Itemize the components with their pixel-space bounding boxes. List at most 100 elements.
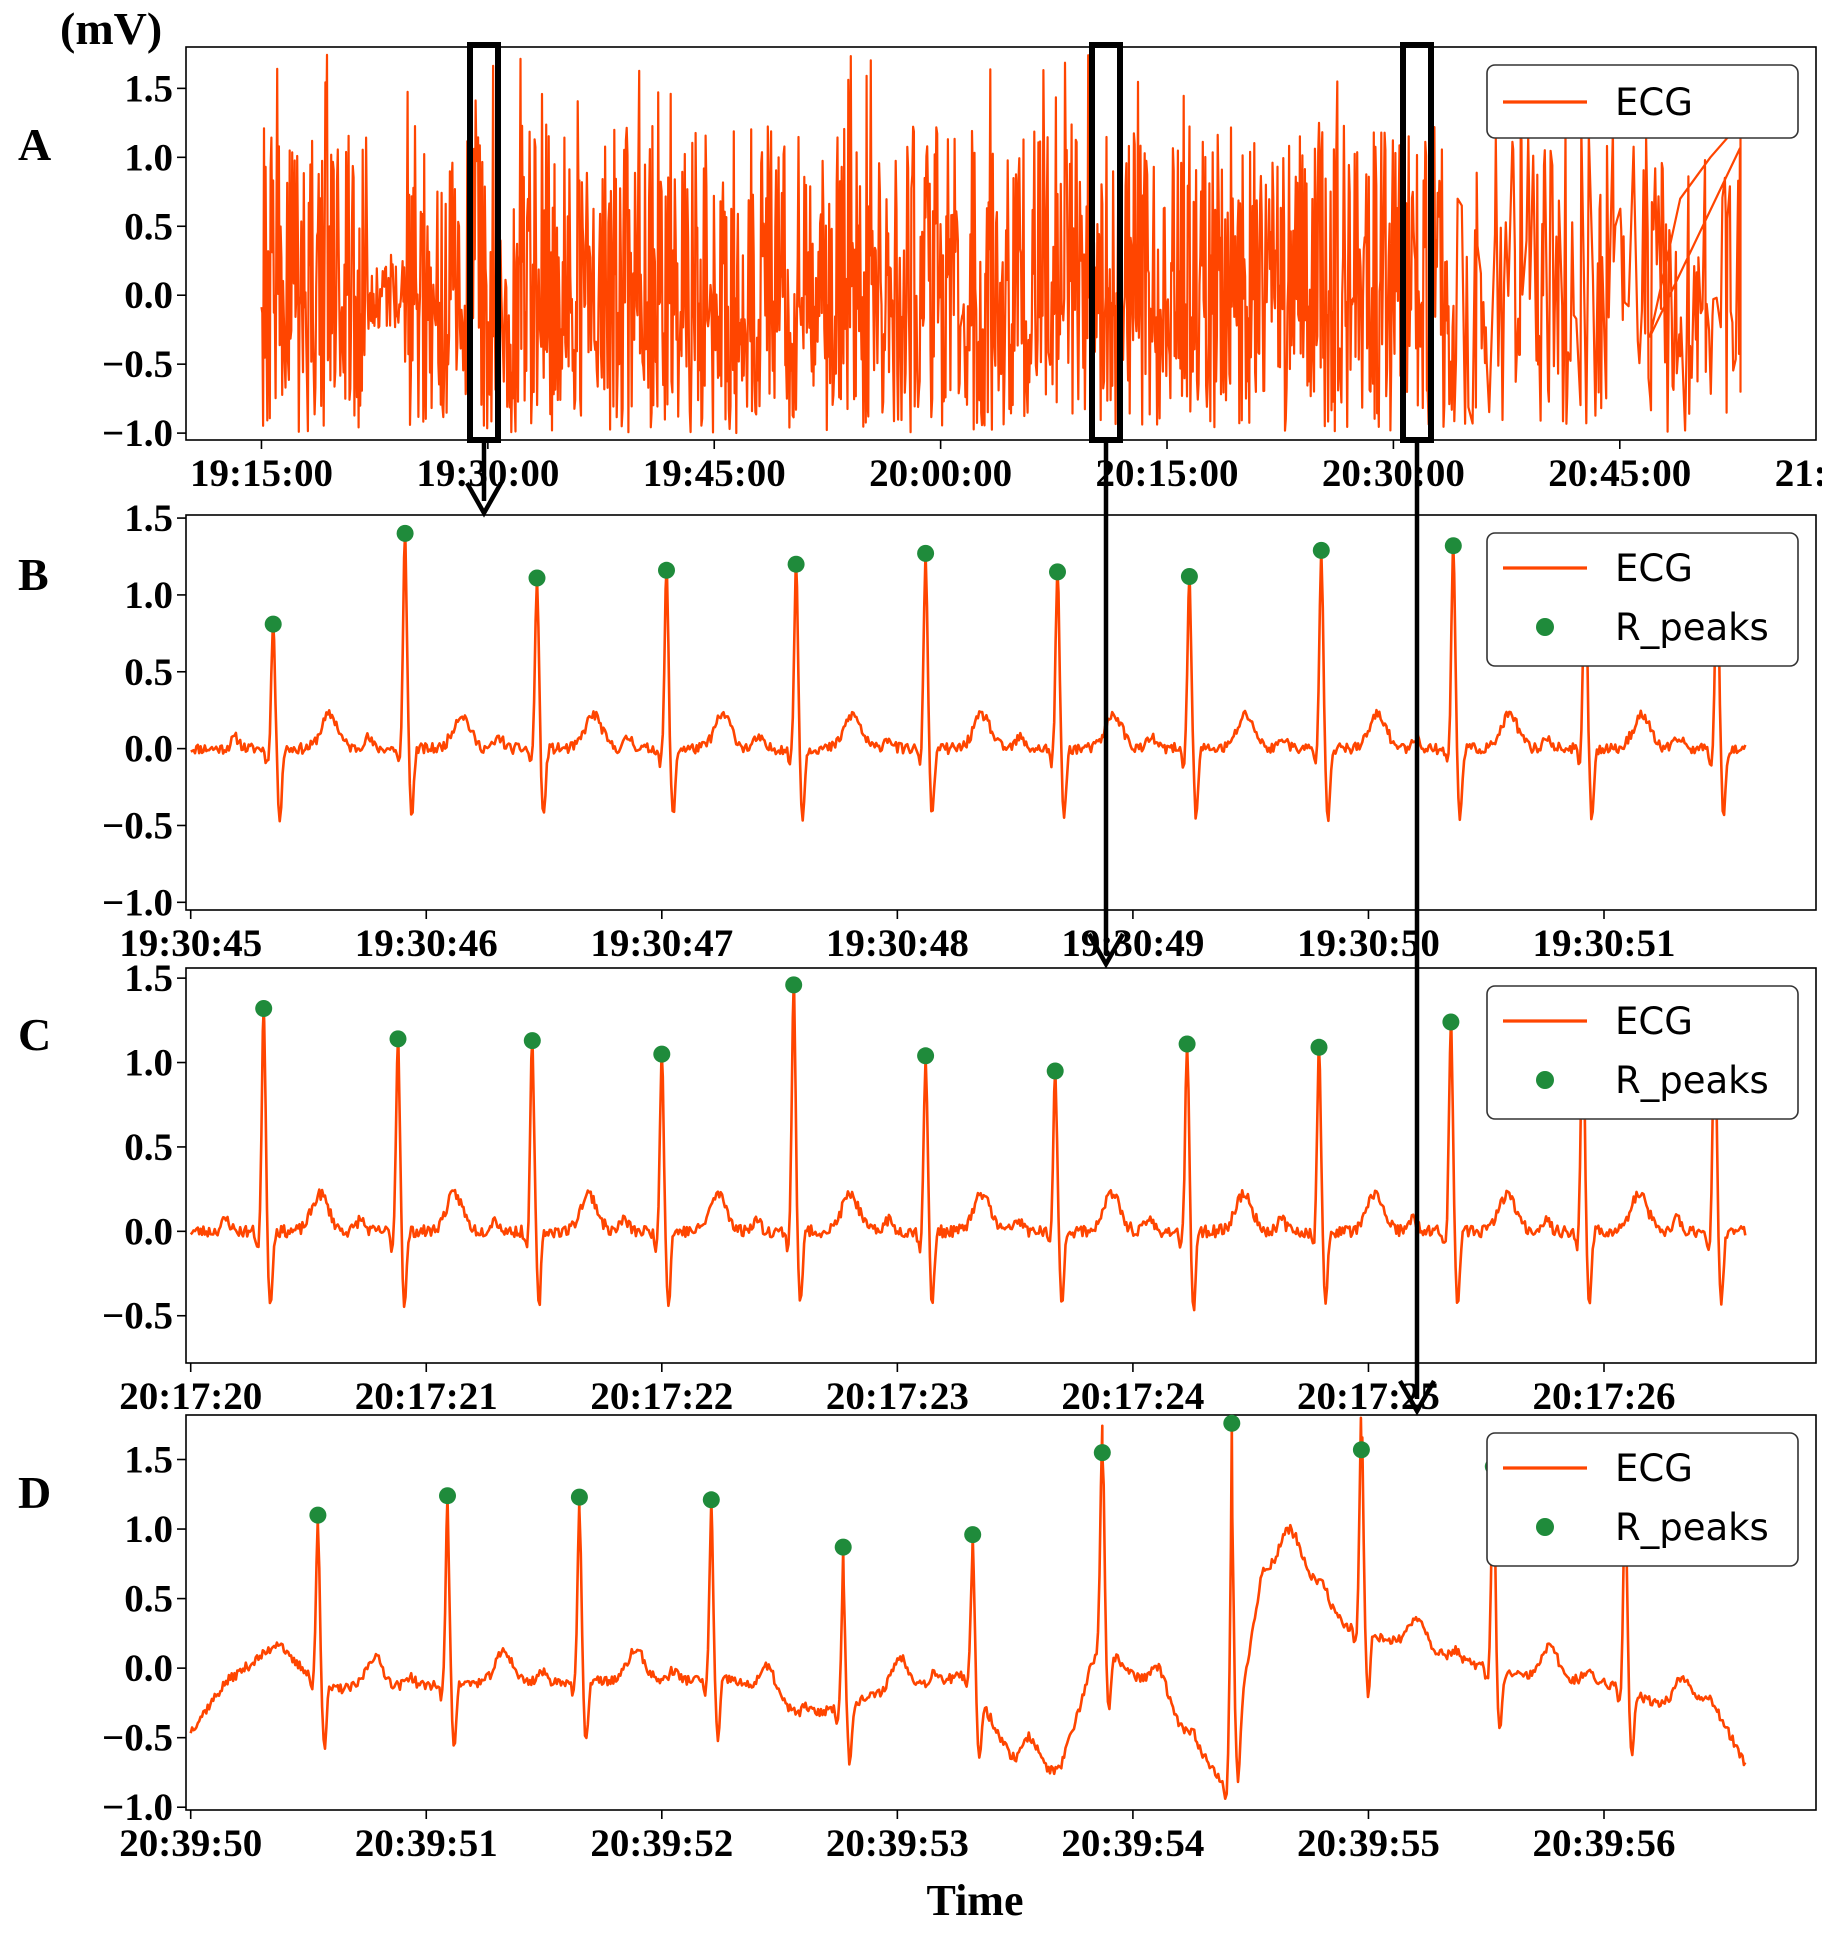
r-peak-marker <box>787 555 805 573</box>
r-peak-marker <box>658 561 675 579</box>
x-axis-label: Time <box>927 1876 1024 1925</box>
y-unit-label: (mV) <box>60 3 162 54</box>
ecg-overview-line <box>260 53 1742 435</box>
r-peak-marker <box>702 1491 720 1509</box>
x-tick-label: 20:17:24 <box>1061 1375 1204 1418</box>
r-peak-marker <box>570 1488 588 1506</box>
y-tick-label: 1.0 <box>124 1508 173 1551</box>
axes-frame <box>185 1414 1817 1811</box>
ecg-line <box>189 1416 1747 1800</box>
ecg-line <box>190 532 1747 823</box>
legend-ecg-label: ECG <box>1615 81 1693 124</box>
ecg-line <box>189 983 1747 1312</box>
y-tick-label: 1.5 <box>124 957 173 1000</box>
y-tick-label: 1.5 <box>124 67 173 110</box>
legend-rpeak-label: R_peaks <box>1615 1506 1769 1549</box>
x-tick-label: 20:17:20 <box>119 1375 262 1418</box>
x-tick-label: 20:17:23 <box>826 1375 969 1418</box>
y-tick-label: 1.0 <box>124 574 173 617</box>
panel-label-c: C <box>18 1009 51 1060</box>
x-tick-label: 20:30:00 <box>1322 452 1465 495</box>
y-tick-label: 0.0 <box>124 274 173 317</box>
x-tick-label: 20:45:00 <box>1548 452 1691 495</box>
y-tick-label: 0.5 <box>124 651 173 694</box>
r-peak-marker <box>309 1506 327 1524</box>
panel-label-b: B <box>18 549 49 600</box>
r-peak-marker <box>1310 1038 1328 1056</box>
x-tick-label: 20:39:53 <box>826 1822 969 1865</box>
y-tick-label: 1.5 <box>124 497 173 540</box>
r-peak-marker <box>964 1526 982 1544</box>
y-tick-label: 0.5 <box>124 1126 173 1169</box>
panel-a: A 1.5 1.0 0.5 0.0 −0.5 −1.0 19:15:00 19:30:00 19:… <box>18 46 1822 495</box>
x-tick-label: 20:39:55 <box>1297 1822 1440 1865</box>
zoom-arrow-head <box>1087 932 1125 969</box>
r-peak-marker <box>528 569 546 587</box>
x-tick-label: 19:30:49 <box>1061 922 1204 965</box>
r-peak-marker <box>1093 1444 1111 1462</box>
r-peak-marker <box>264 615 282 633</box>
r-peak-marker <box>834 1538 852 1556</box>
r-peak-marker <box>1049 563 1066 581</box>
r-peak-marker <box>917 1047 935 1065</box>
panel-label-d: D <box>18 1467 51 1518</box>
legend-box <box>1486 1432 1799 1567</box>
legend-ecg-label: ECG <box>1615 1447 1693 1490</box>
x-tick-label: 20:39:54 <box>1061 1822 1204 1865</box>
y-tick-label: −0.5 <box>102 343 173 386</box>
r-peak-marker <box>1178 1035 1196 1053</box>
x-tick-label: 20:17:26 <box>1533 1375 1676 1418</box>
x-tick-label: 19:30:51 <box>1533 922 1676 965</box>
r-peak-marker <box>523 1032 541 1050</box>
panel-d: D 1.5 1.0 0.5 0.0 −0.5 −1.020:39:50 20:39:51 20:… <box>18 1414 1817 1865</box>
x-tick-label: 19:30:46 <box>355 922 498 965</box>
x-tick-label: 19:30:45 <box>119 922 262 965</box>
zoom-arrow-head <box>1398 1379 1436 1416</box>
x-tick-label: 20:17:22 <box>590 1375 733 1418</box>
r-peak-marker <box>1046 1062 1064 1080</box>
axes-frame <box>185 514 1817 911</box>
y-tick-label: −0.5 <box>102 1717 173 1760</box>
r-peak-marker <box>1312 541 1330 559</box>
r-peak-marker <box>1180 568 1198 585</box>
y-tick-label: 0.5 <box>124 205 173 248</box>
legend-box <box>1486 532 1799 667</box>
r-peak-marker <box>439 1487 456 1505</box>
legend-ecg-label: ECG <box>1615 1000 1693 1043</box>
r-peak-marker <box>1352 1441 1370 1459</box>
y-tick-label: −1.0 <box>102 1786 173 1829</box>
y-tick-label: −1.0 <box>102 881 173 924</box>
x-tick-label: 19:45:00 <box>643 452 786 495</box>
y-tick-label: −1.0 <box>102 412 173 455</box>
y-tick-label: −0.5 <box>102 804 173 847</box>
y-tick-label: 1.0 <box>124 136 173 179</box>
r-peak-marker <box>917 544 935 562</box>
y-tick-label: 0.0 <box>124 1647 173 1690</box>
legend-rpeak-swatch <box>1536 1071 1554 1089</box>
x-tick-label: 19:30:48 <box>826 922 969 965</box>
x-tick-label: 20:39:52 <box>590 1822 733 1865</box>
x-tick-label: 19:30:47 <box>590 922 733 965</box>
panel-c: C 1.5 1.0 0.5 0.0 −0.5 20:17:20 20:17:21 20:17:2… <box>18 957 1817 1418</box>
panels: A 1.5 1.0 0.5 0.0 −0.5 −1.0 19:15:00 19:30:00 19:… <box>18 46 1822 1865</box>
r-peak-marker <box>255 1000 273 1017</box>
legend-rpeak-label: R_peaks <box>1615 606 1769 649</box>
legend-rpeak-swatch <box>1536 618 1554 636</box>
y-tick-label: 1.0 <box>124 1042 173 1085</box>
x-tick-label: 20:39:56 <box>1533 1822 1676 1865</box>
legend-box <box>1486 985 1799 1120</box>
y-tick-label: 0.0 <box>124 728 173 771</box>
x-tick-label: 19:30:00 <box>416 452 559 495</box>
x-tick-label: 20:15:00 <box>1096 452 1239 495</box>
r-peak-marker <box>653 1045 671 1063</box>
axes-frame <box>185 967 1817 1364</box>
legend-ecg-label: ECG <box>1615 547 1693 590</box>
y-tick-label: 1.5 <box>124 1439 173 1482</box>
panel-b: B 1.5 1.0 0.5 0.0 −0.5 −1.019:30:45 19:30:46 19:… <box>18 497 1817 965</box>
y-tick-label: −0.5 <box>102 1295 173 1338</box>
zoom-arrow-head <box>465 481 503 518</box>
x-tick-label: 20:00:00 <box>869 452 1012 495</box>
y-tick-label: 0.5 <box>124 1578 173 1621</box>
r-peak-marker <box>1444 537 1462 555</box>
x-tick-label: 20:17:21 <box>355 1375 498 1418</box>
